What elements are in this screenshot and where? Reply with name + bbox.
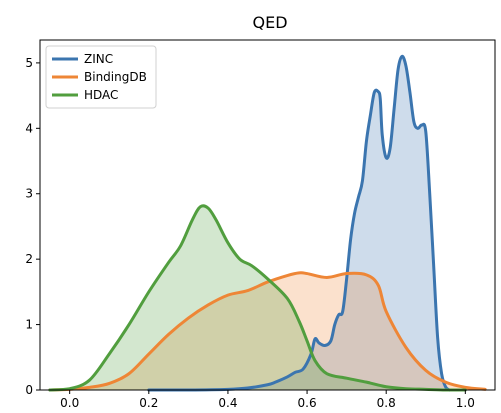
x-axis-ticks: 0.0 0.2 0.4 0.6 0.8 1.0: [60, 390, 475, 410]
legend-label-bindingdb: BindingDB: [84, 70, 147, 84]
legend-box: [45, 45, 157, 109]
chart-title: QED: [252, 13, 287, 32]
y-tick-label: 5: [25, 56, 33, 70]
x-tick-label: 0.6: [298, 396, 317, 410]
area-bindingdb: [49, 272, 486, 390]
y-tick-label: 0: [25, 383, 33, 397]
y-tick-label: 3: [25, 187, 33, 201]
legend-label-zinc: ZINC: [84, 52, 113, 66]
x-tick-label: 1.0: [456, 396, 475, 410]
area-zinc: [148, 56, 450, 390]
legend: ZINC BindingDB HDAC: [45, 45, 157, 109]
x-tick-label: 0.2: [139, 396, 158, 410]
legend-label-hdac: HDAC: [84, 88, 118, 102]
density-lines: [48, 54, 487, 392]
y-axis-ticks: 0 1 2 3 4 5: [25, 56, 40, 397]
y-tick-label: 2: [25, 252, 33, 266]
area-hdac: [49, 205, 466, 390]
line-hdac: [48, 204, 467, 392]
y-tick-label: 1: [25, 318, 33, 332]
x-tick-label: 0.8: [377, 396, 396, 410]
plot-frame: [39, 39, 496, 391]
y-tick-label: 4: [25, 121, 33, 135]
line-zinc: [147, 54, 451, 392]
x-tick-label: 0.0: [60, 396, 79, 410]
density-fills: [49, 56, 486, 390]
x-tick-label: 0.4: [218, 396, 237, 410]
line-bindingdb: [48, 271, 487, 392]
